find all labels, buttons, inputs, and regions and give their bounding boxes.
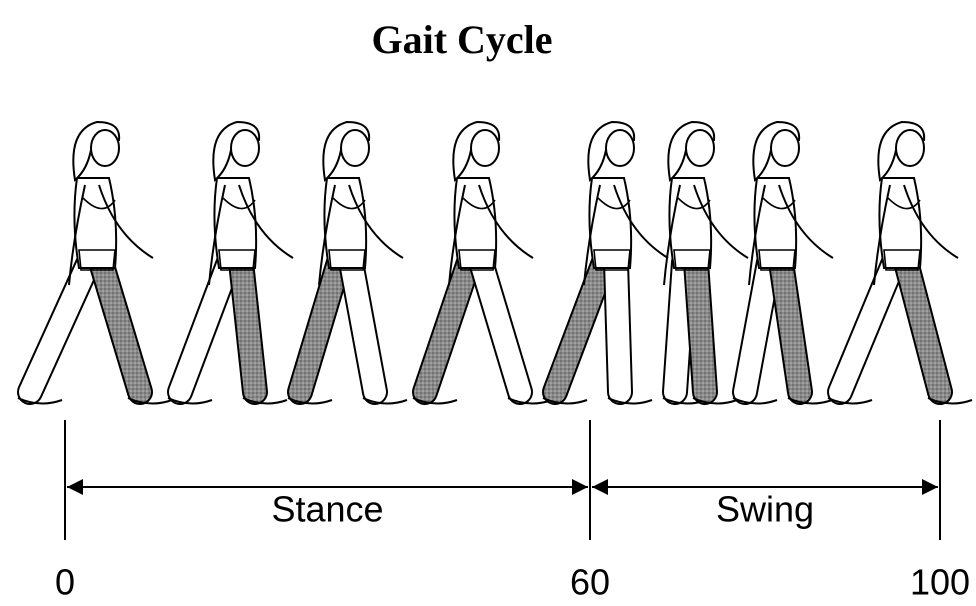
leg	[425, 262, 469, 392]
walker	[733, 122, 833, 404]
phase-label: Swing	[716, 489, 814, 530]
torso	[214, 178, 256, 268]
phase-label: Stance	[271, 489, 383, 530]
torso	[324, 178, 366, 268]
torso	[879, 178, 921, 268]
leg	[180, 262, 229, 392]
head	[771, 130, 799, 166]
walker	[663, 122, 748, 404]
tick-label: 60	[570, 562, 610, 603]
phase-scale: 0 60 100 Stance Swing	[55, 420, 970, 603]
head	[341, 130, 369, 166]
head	[686, 130, 714, 166]
torso	[74, 178, 116, 268]
leg	[616, 262, 620, 392]
walker	[168, 122, 293, 404]
tick-label: 100	[910, 562, 970, 603]
leg	[481, 262, 520, 392]
gait-diagram: Gait Cycle 0 60 100 Stance Swing	[0, 0, 976, 606]
head	[606, 130, 634, 166]
walker	[18, 122, 172, 404]
torso	[589, 178, 631, 268]
leg	[30, 262, 89, 392]
torso	[669, 178, 711, 268]
leg	[781, 262, 800, 392]
tick-label: 0	[55, 562, 75, 603]
leg	[101, 262, 140, 392]
leg	[675, 262, 684, 392]
walker	[413, 122, 552, 404]
torso	[754, 178, 796, 268]
leg	[241, 262, 255, 392]
head	[471, 130, 499, 166]
title: Gait Cycle	[371, 17, 552, 62]
leg	[840, 262, 894, 392]
walker	[288, 122, 407, 404]
leg	[351, 262, 375, 392]
leg	[555, 262, 604, 392]
walker	[543, 122, 668, 404]
head	[91, 130, 119, 166]
head	[231, 130, 259, 166]
walker	[828, 122, 972, 404]
leg	[696, 262, 705, 392]
walking-figures	[18, 122, 972, 404]
head	[896, 130, 924, 166]
torso	[454, 178, 496, 268]
